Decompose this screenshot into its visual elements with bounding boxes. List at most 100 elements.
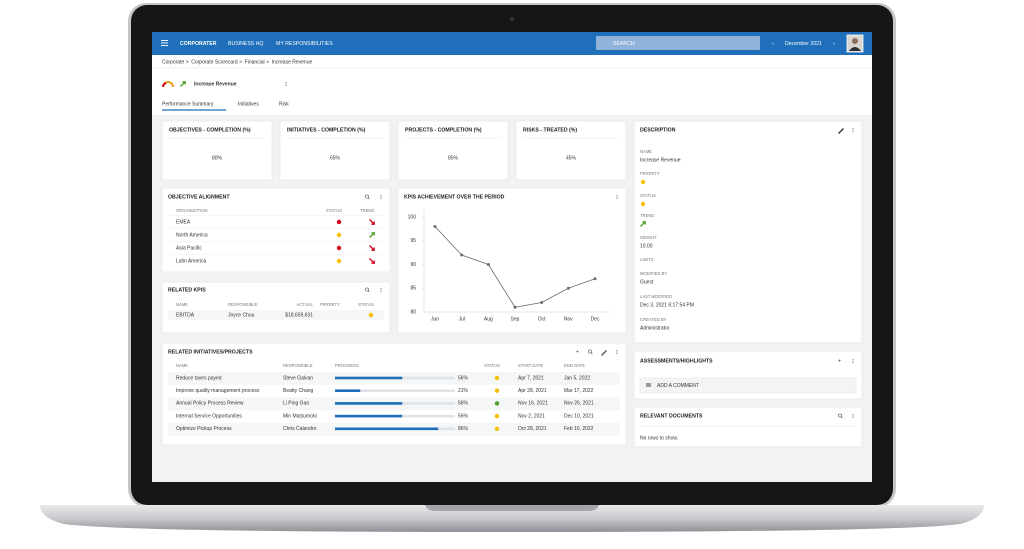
menu-dot[interactable] (852, 362, 854, 363)
edit-icon[interactable] (601, 350, 607, 356)
menu-dot[interactable] (285, 85, 287, 86)
kpi-label: RISKS - TREATED (%) (523, 127, 577, 133)
cell: Apr 28, 2021 (518, 388, 547, 394)
status-dot (640, 201, 646, 207)
menu-icon[interactable] (161, 40, 168, 41)
menu-dot[interactable] (285, 82, 287, 83)
menu-dot[interactable] (616, 196, 618, 198)
add-button[interactable]: + (576, 349, 579, 355)
card (161, 281, 391, 334)
menu-dot[interactable] (852, 417, 854, 418)
column-header: ACTUAL (296, 302, 313, 307)
progress-label: 56% (458, 401, 469, 407)
x-tick-label: Sep (511, 316, 520, 322)
cell: Min Matsumoto (283, 413, 317, 419)
breadcrumb-item[interactable]: Financial (245, 59, 265, 65)
menu-dot[interactable] (380, 196, 382, 198)
edit-icon[interactable] (838, 128, 844, 134)
card-title: KPIS ACHIEVEMENT OVER THE PERIOD (404, 194, 505, 200)
column-header: TREND (360, 208, 374, 213)
menu-dot[interactable] (380, 288, 382, 289)
page-header (152, 55, 872, 115)
search-icon[interactable] (588, 349, 592, 354)
field-value: Increase Revenue (640, 157, 681, 163)
progress-bar (335, 376, 403, 380)
status-dot (494, 401, 500, 406)
cell: EBITDA (176, 312, 195, 318)
search-box[interactable] (596, 36, 760, 50)
menu-dot[interactable] (616, 353, 618, 354)
trend-arrow (369, 245, 375, 251)
menu-dot[interactable] (616, 198, 618, 199)
kpi-value: 65% (330, 155, 341, 161)
menu-dot[interactable] (852, 414, 854, 415)
menu-dot[interactable] (380, 198, 382, 199)
menu-dot[interactable] (852, 360, 854, 362)
status-dot (336, 258, 342, 264)
progress-label: 86% (458, 426, 469, 432)
breadcrumb-item[interactable]: Increase Revenue (272, 59, 313, 65)
card-title: OBJECTIVE ALIGNMENT (168, 194, 230, 200)
card (161, 187, 391, 273)
progress-bar (335, 427, 439, 431)
tab[interactable]: Risk (279, 101, 289, 107)
search-handle (840, 416, 843, 419)
trend-arrow (369, 219, 375, 225)
field-label: LIMITS (640, 257, 654, 262)
status-dot (336, 245, 342, 251)
breadcrumb-sep: > (266, 59, 269, 65)
data-point (486, 263, 490, 266)
nav-item[interactable]: MY RESPONSIBILITIES (276, 41, 333, 47)
cell: Mar 17, 2022 (564, 388, 594, 394)
breadcrumb-item[interactable]: Corporate (162, 59, 184, 65)
menu-dot[interactable] (616, 351, 618, 353)
cell: Nov 2, 2021 (518, 413, 545, 419)
menu-dot[interactable] (852, 131, 854, 132)
column-header: NAME (176, 302, 188, 307)
card (397, 187, 627, 334)
cell: Jan 5, 2022 (564, 375, 590, 381)
comment-input[interactable] (639, 377, 857, 394)
field-label: STATUS (640, 193, 656, 198)
progress-label: 56% (458, 413, 469, 419)
search-icon[interactable] (365, 287, 369, 292)
add-button[interactable]: + (838, 358, 841, 364)
column-header: PRIORITY (320, 302, 340, 307)
field-label: MODIFIED BY (640, 271, 667, 276)
card-title: RELEVANT DOCUMENTS (640, 413, 703, 419)
cell: North America (176, 232, 208, 238)
field-label: PRIORITY (640, 171, 660, 176)
status-dot (494, 426, 500, 431)
menu-icon[interactable] (161, 42, 168, 44)
menu-dot[interactable] (852, 129, 854, 131)
cell: Steve Galvan (283, 375, 313, 381)
column-header: PROGRESS (335, 363, 359, 368)
nav-item[interactable]: BUSINESS HQ (228, 41, 263, 47)
menu-dot[interactable] (380, 291, 382, 292)
menu-dot[interactable] (285, 83, 287, 85)
card (633, 406, 863, 448)
column-header: ORGANIZATION (176, 208, 208, 213)
camera (510, 17, 514, 21)
tab[interactable]: Initiatives (238, 101, 259, 107)
trend-arrow (369, 258, 375, 264)
prev-period[interactable]: ‹ (772, 41, 774, 47)
search-icon[interactable] (838, 413, 842, 418)
menu-icon[interactable] (161, 45, 168, 46)
field-label: LAST MODIFIED (640, 294, 672, 299)
menu-dot[interactable] (852, 128, 854, 129)
x-tick-label: Dec (591, 316, 600, 322)
menu-dot[interactable] (616, 195, 618, 196)
search-icon[interactable] (365, 194, 369, 199)
field-value: 10.00 (640, 243, 653, 249)
menu-dot[interactable] (852, 359, 854, 360)
x-tick-label: Nov (564, 316, 573, 322)
next-period[interactable]: › (833, 41, 835, 47)
menu-dot[interactable] (380, 195, 382, 196)
menu-dot[interactable] (380, 289, 382, 291)
tab[interactable]: Performance Summary (162, 101, 214, 107)
menu-dot[interactable] (616, 350, 618, 351)
menu-dot[interactable] (852, 415, 854, 417)
breadcrumb-item[interactable]: Corporate Scorecard (191, 59, 238, 65)
card (397, 120, 509, 181)
